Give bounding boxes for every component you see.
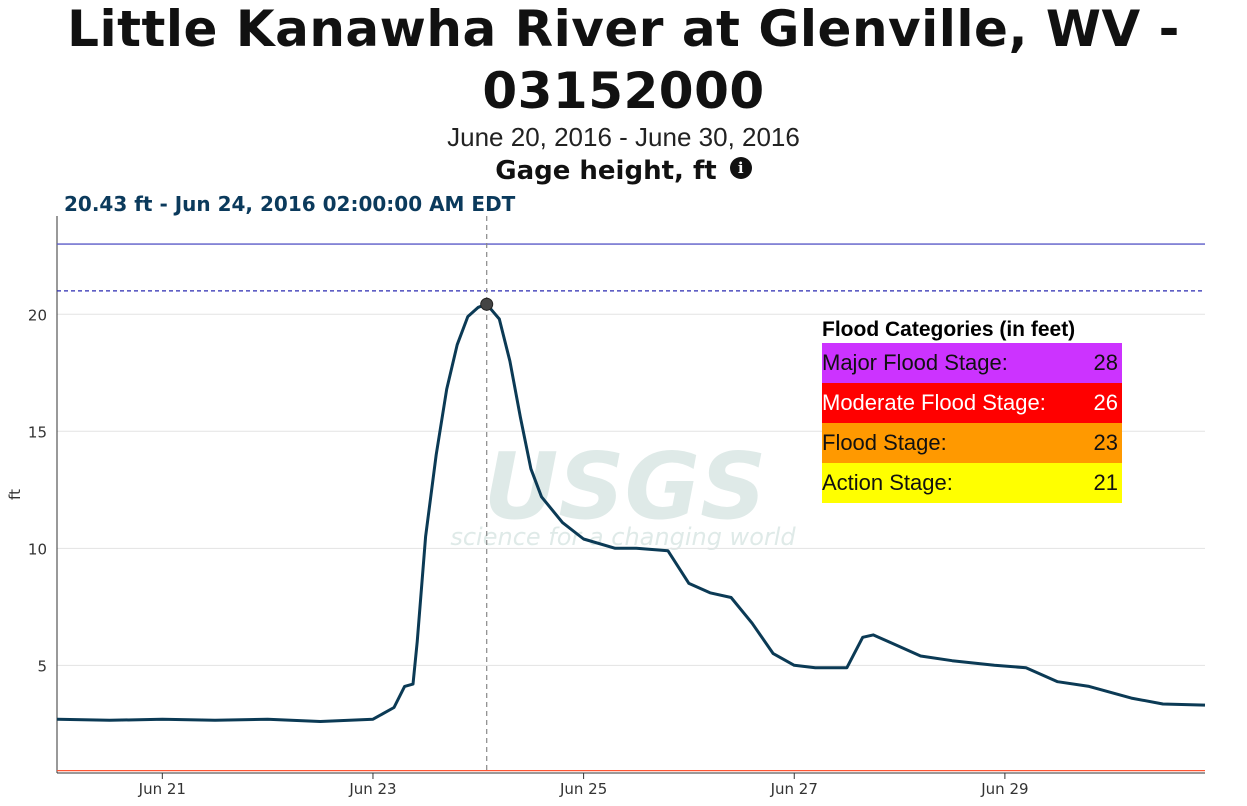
parameter-label: Gage height, ft i [0, 156, 1247, 186]
x-tick-label: Jun 25 [559, 780, 607, 798]
y-tick-label: 20 [28, 306, 47, 324]
flood-categories-legend: Flood Categories (in feet) Major Flood S… [822, 316, 1122, 503]
legend-row-action: Action Stage: 21 [822, 463, 1122, 503]
x-tick-label: Jun 27 [770, 780, 818, 798]
legend-label: Major Flood Stage: [822, 350, 1008, 375]
legend-title: Flood Categories (in feet) [822, 318, 1076, 341]
legend-row-major: Major Flood Stage: 28 [822, 343, 1122, 383]
chart-title: Little Kanawha River at Glenville, WV - [67, 0, 1180, 58]
site-number: 03152000 [482, 62, 765, 120]
x-tick-label: Jun 29 [980, 780, 1028, 798]
legend-value: 28 [1093, 350, 1118, 375]
date-range: June 20, 2016 - June 30, 2016 [447, 122, 800, 152]
info-icon[interactable]: i [729, 157, 752, 179]
legend-row-flood: Flood Stage: 23 [822, 423, 1122, 463]
legend-row-moderate: Moderate Flood Stage: 26 [822, 383, 1122, 423]
y-tick-label: 10 [28, 540, 47, 558]
y-tick-label: 15 [28, 423, 47, 441]
hover-tooltip: 20.43 ft - Jun 24, 2016 02:00:00 AM EDT [64, 192, 516, 216]
highlight-point [480, 297, 494, 311]
legend-value: 21 [1093, 470, 1118, 495]
x-tick-label: Jun 23 [348, 780, 396, 798]
x-tick-label: Jun 21 [138, 780, 186, 798]
watermark-tagline: science for a changing world [450, 523, 796, 551]
parameter-text: Gage height, ft [495, 156, 717, 186]
legend-label: Moderate Flood Stage: [822, 390, 1046, 415]
y-axis-label: ft [6, 489, 24, 500]
legend-value: 23 [1093, 430, 1118, 455]
y-tick-label: 5 [37, 657, 47, 675]
watermark-logo: USGS [484, 433, 767, 540]
series-line [56, 302, 1206, 723]
legend-value: 26 [1093, 390, 1118, 415]
legend-label: Action Stage: [822, 470, 953, 495]
legend-label: Flood Stage: [822, 430, 947, 455]
